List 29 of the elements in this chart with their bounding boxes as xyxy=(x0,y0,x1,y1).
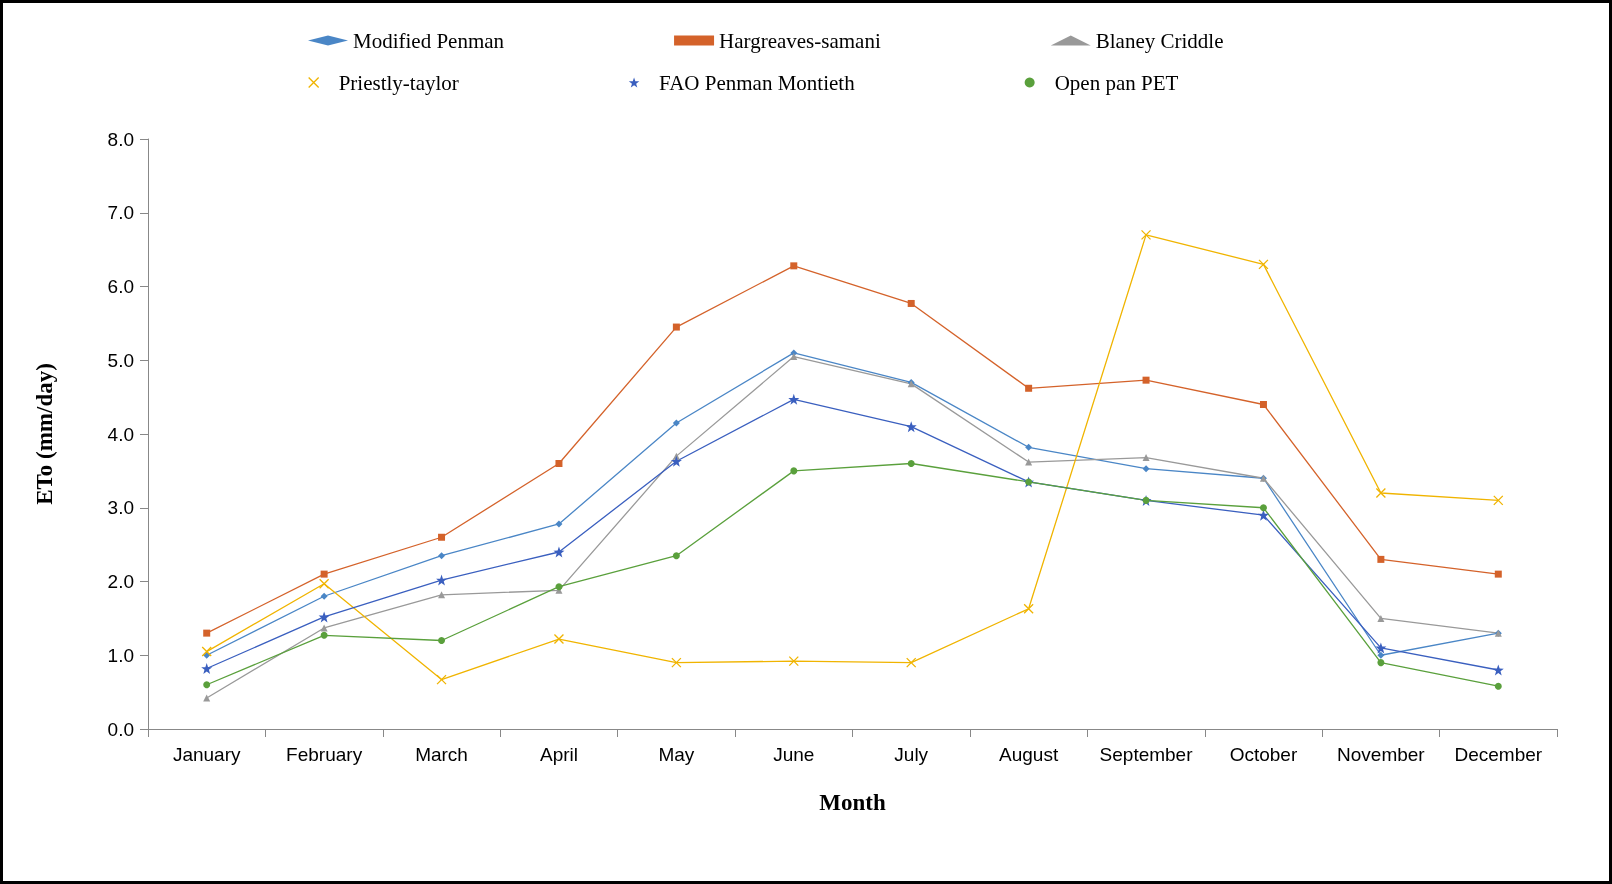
legend-label: Priestly-taylor xyxy=(338,70,459,95)
x-tick-label: February xyxy=(286,744,363,765)
legend-label: Blaney Criddle xyxy=(1095,28,1224,53)
legend-label: Modified Penman xyxy=(353,28,505,53)
legend-label: Hargreaves-samani xyxy=(719,28,881,53)
x-tick-label: March xyxy=(415,744,468,765)
y-tick-label: 6.0 xyxy=(107,276,134,297)
y-tick-label: 7.0 xyxy=(107,202,134,224)
y-tick-label: 8.0 xyxy=(107,128,134,150)
x-tick-label: July xyxy=(894,744,929,765)
y-tick-label: 2.0 xyxy=(107,571,134,592)
x-tick-label: May xyxy=(658,744,695,765)
y-tick-label: 1.0 xyxy=(107,644,134,666)
x-tick-label: April xyxy=(539,744,578,765)
x-tick-label: June xyxy=(773,744,815,765)
y-tick-label: 4.0 xyxy=(107,423,134,445)
y-tick-label: 3.0 xyxy=(107,497,134,519)
x-tick-label: September xyxy=(1099,744,1194,765)
x-axis-title: Month xyxy=(819,790,886,815)
x-tick-label: November xyxy=(1337,744,1426,765)
x-tick-label: January xyxy=(172,744,241,765)
legend-label: Open pan PET xyxy=(1054,70,1179,95)
legend-label: FAO Penman Montieth xyxy=(659,70,856,95)
x-tick-label: December xyxy=(1454,744,1543,765)
x-tick-label: October xyxy=(1229,744,1298,765)
y-axis-title: ETo (mm/day) xyxy=(32,363,57,505)
x-tick-label: August xyxy=(999,744,1059,765)
y-tick-label: 5.0 xyxy=(107,349,134,371)
y-tick-label: 0.0 xyxy=(107,718,134,740)
